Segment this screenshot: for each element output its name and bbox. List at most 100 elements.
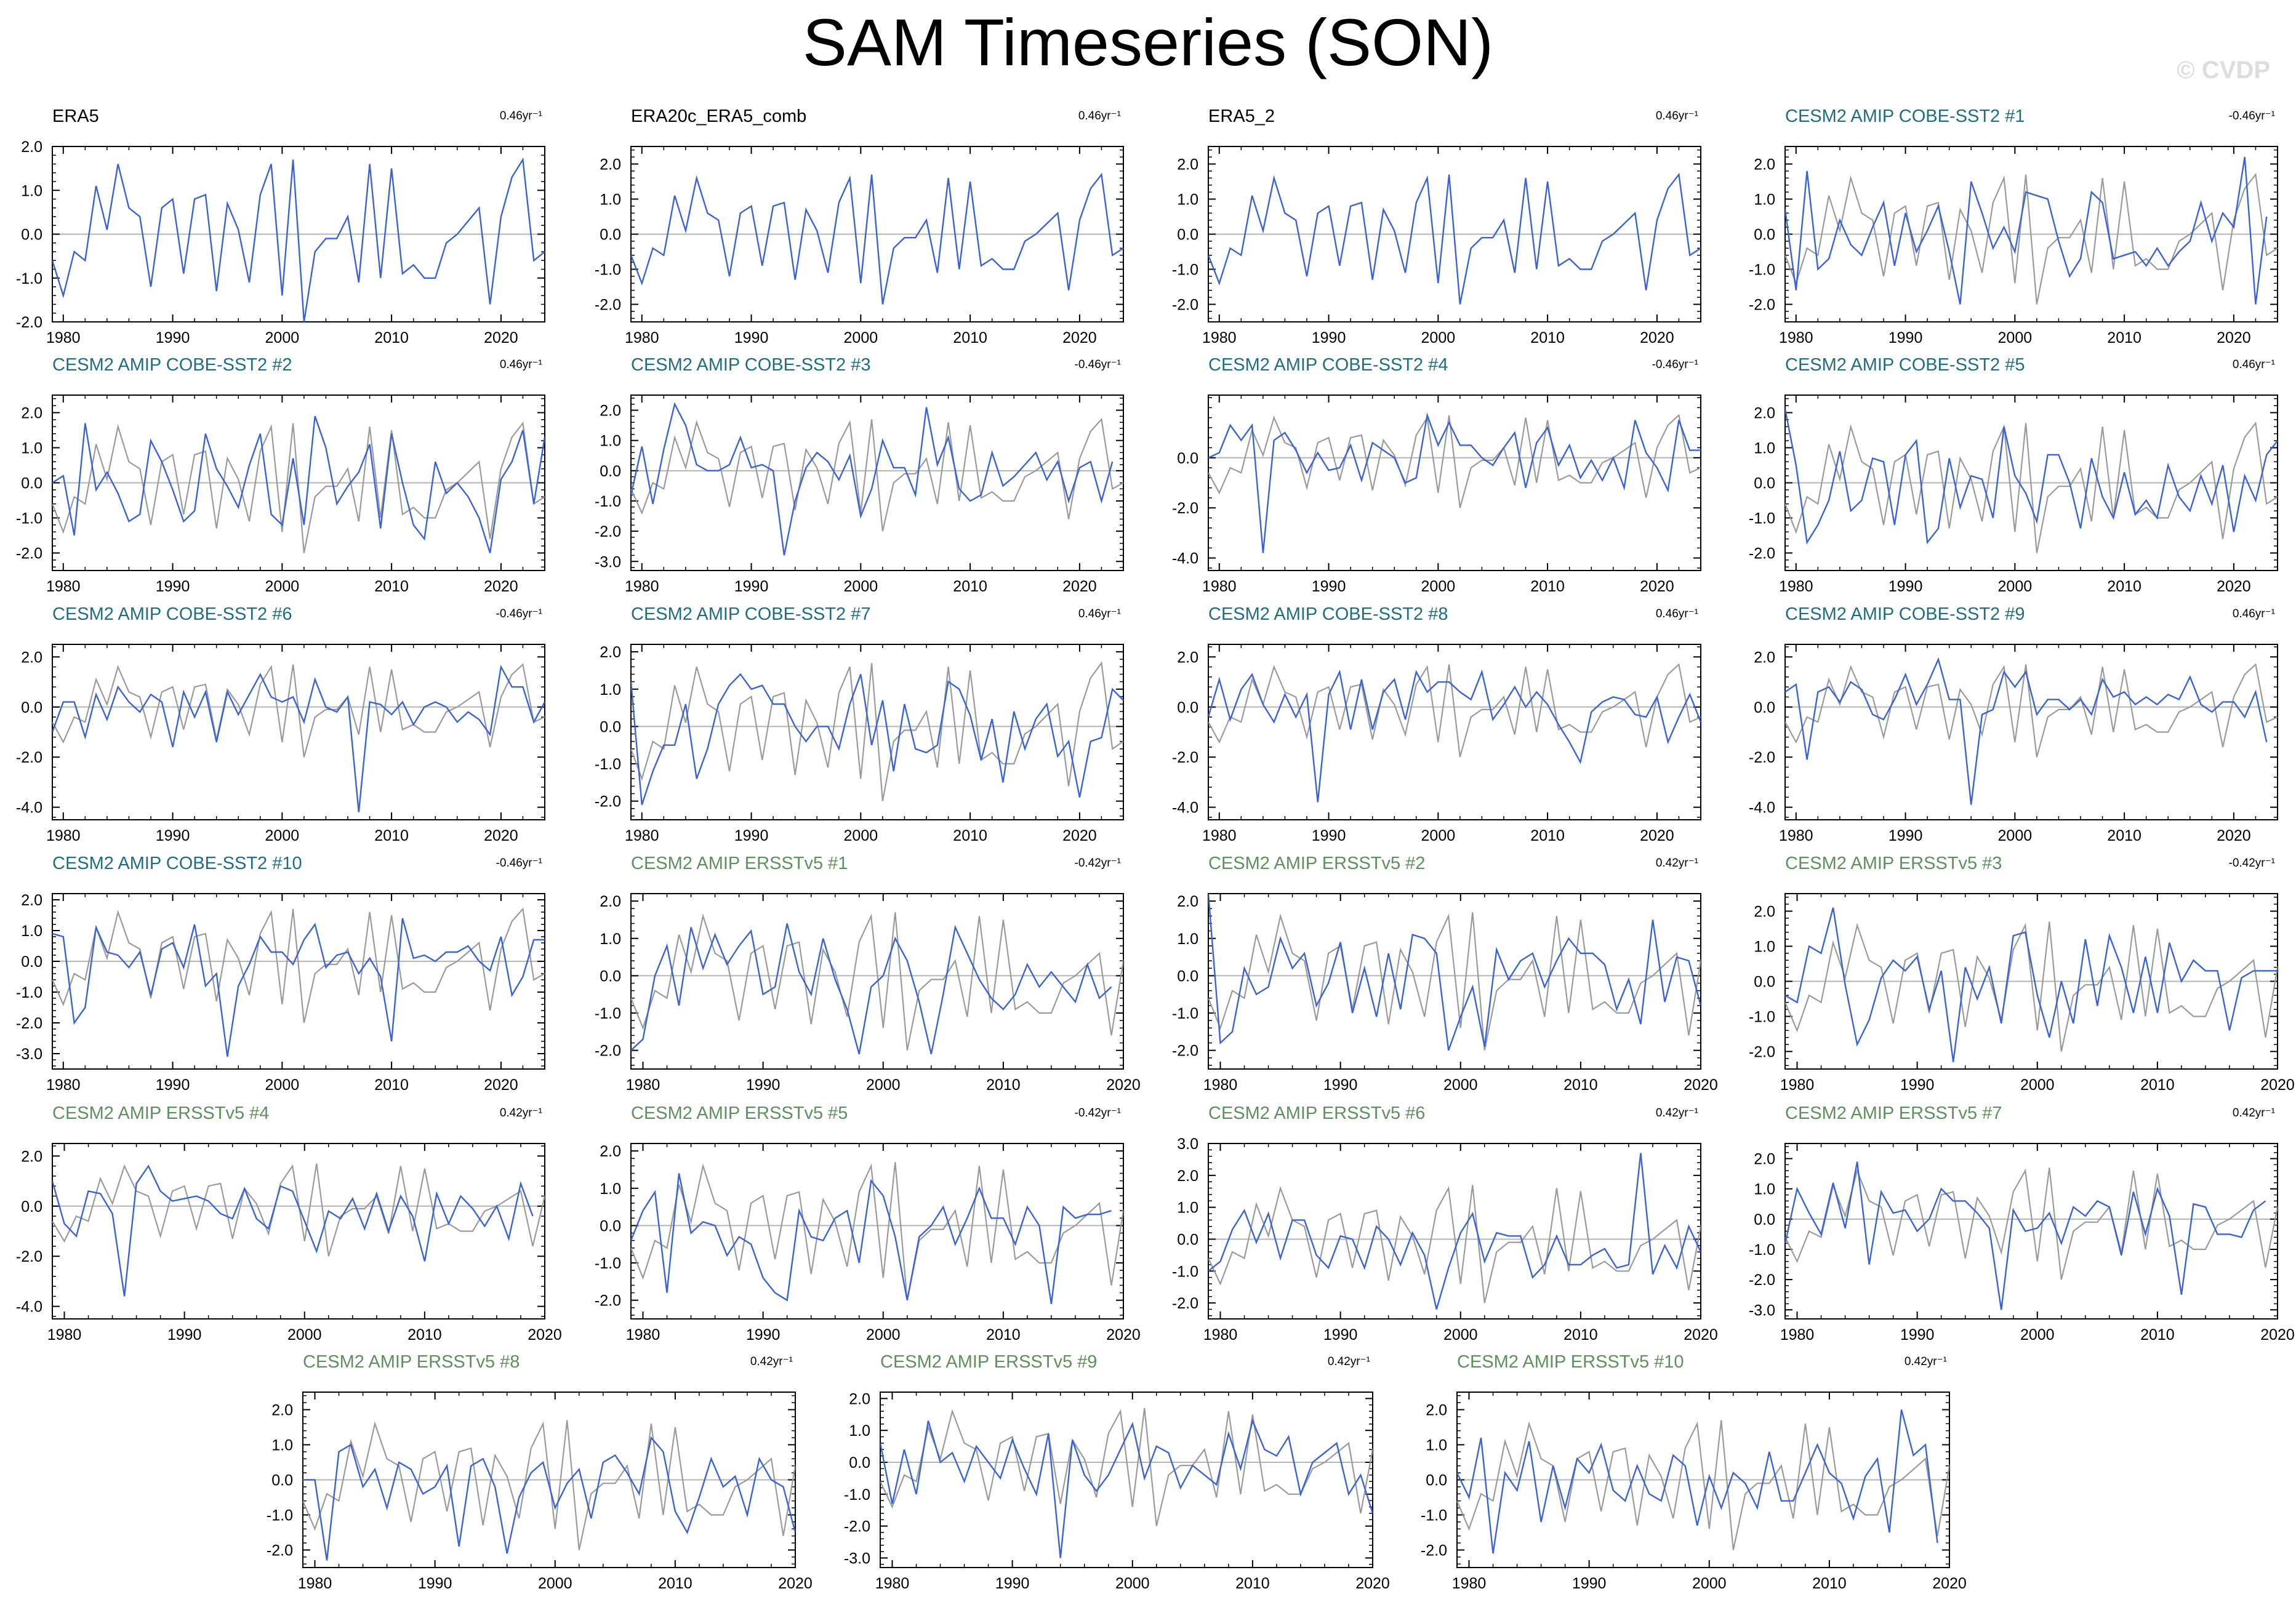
x-tick-label: 1990 xyxy=(734,578,769,595)
x-tick-label: 2020 xyxy=(2260,1326,2295,1344)
trend-label: 0.42yr⁻¹ xyxy=(1656,857,1698,870)
series-line xyxy=(52,664,545,812)
series-line xyxy=(631,923,1112,1055)
series-line xyxy=(1208,1153,1701,1310)
plot-frame xyxy=(52,1143,545,1320)
series-line xyxy=(1785,1161,2266,1310)
panel-title: CESM2 AMIP COBE-SST2 #2 xyxy=(52,355,292,375)
y-tick-label: 2.0 xyxy=(21,1148,42,1165)
y-tick-label: -2.0 xyxy=(595,523,621,540)
panel-title: CESM2 AMIP ERSSTv5 #3 xyxy=(1785,854,2002,873)
series-line xyxy=(303,1436,795,1561)
x-tick-label: 2010 xyxy=(1235,1575,1270,1592)
obs-series-line xyxy=(1785,421,2278,553)
panel-22: -3.0 -2.0 -1.0 0.0 1.0 2.0 1980 1990 2000 2010 202… xyxy=(844,1352,1390,1592)
panel-title: CESM2 AMIP COBE-SST2 #7 xyxy=(631,604,871,624)
trend-label: 0.42yr⁻¹ xyxy=(750,1355,793,1368)
x-tick-label: 2010 xyxy=(2140,1326,2175,1344)
x-tick-label: 2000 xyxy=(866,1076,901,1094)
y-tick-label: -2.0 xyxy=(595,1043,621,1060)
x-tick-label: 2020 xyxy=(1640,329,1674,346)
x-tick-label: 2000 xyxy=(1443,1326,1478,1344)
y-tick-label: 1.0 xyxy=(21,182,42,199)
trend-label: 0.46yr⁻¹ xyxy=(500,358,542,371)
y-tick-label: 0.0 xyxy=(21,226,42,244)
x-tick-label: 1990 xyxy=(734,827,769,844)
x-tick-label: 2010 xyxy=(953,329,987,346)
x-tick-label: 2000 xyxy=(538,1575,572,1592)
trend-label: 0.46yr⁻¹ xyxy=(1078,607,1121,620)
x-tick-label: 1990 xyxy=(1900,1326,1935,1344)
y-tick-label: 1.0 xyxy=(1754,1181,1775,1198)
y-tick-label: 1.0 xyxy=(271,1437,293,1454)
y-tick-label: 0.0 xyxy=(1426,1472,1447,1489)
y-tick-label: -1.0 xyxy=(595,493,621,510)
x-tick-label: 2020 xyxy=(1062,329,1097,346)
y-tick-label: 1.0 xyxy=(1177,1199,1198,1217)
y-tick-label: 0.0 xyxy=(600,226,621,244)
x-tick-label: 1990 xyxy=(1889,578,1923,595)
obs-series-line xyxy=(1208,1185,1701,1304)
panel-title: CESM2 AMIP COBE-SST2 #9 xyxy=(1785,604,2025,624)
obs-series-line xyxy=(631,661,1123,801)
y-tick-label: 1.0 xyxy=(600,191,621,209)
x-tick-label: 2000 xyxy=(1998,827,2033,844)
trend-label: 0.46yr⁻¹ xyxy=(2233,358,2275,371)
trend-label: 0.42yr⁻¹ xyxy=(2233,1107,2275,1119)
x-tick-label: 1990 xyxy=(1900,1076,1935,1094)
panel-title: CESM2 AMIP ERSSTv5 #6 xyxy=(1208,1103,1425,1123)
y-tick-label: -2.0 xyxy=(1172,1043,1198,1060)
x-tick-label: 2010 xyxy=(374,329,409,346)
x-tick-label: 2010 xyxy=(2107,329,2141,346)
y-tick-label: 0.0 xyxy=(1177,226,1198,244)
x-tick-label: 2010 xyxy=(1530,578,1565,595)
obs-series-line xyxy=(1208,663,1701,758)
y-tick-label: -1.0 xyxy=(1172,262,1198,279)
panel-8: -2.0 -1.0 0.0 1.0 2.0 1980 1990 2000 2010 2020 CES… xyxy=(1749,355,2278,595)
plot-frame xyxy=(1208,1143,1701,1320)
trend-label: 0.46yr⁻¹ xyxy=(1656,607,1698,620)
x-tick-label: 1990 xyxy=(1312,578,1346,595)
y-tick-label: -2.0 xyxy=(844,1518,870,1536)
y-tick-label: -1.0 xyxy=(16,984,42,1001)
plot-frame xyxy=(1208,394,1701,571)
x-tick-label: 1990 xyxy=(734,329,769,346)
panel-title: ERA5 xyxy=(52,106,99,126)
panel-18: -2.0 -1.0 0.0 1.0 2.0 1980 1990 2000 2010 2020 CES… xyxy=(595,1103,1141,1344)
series-line xyxy=(1785,156,2268,305)
obs-series-line xyxy=(880,1408,1373,1526)
y-tick-label: -2.0 xyxy=(16,314,42,331)
y-tick-label: 0.0 xyxy=(1754,475,1775,492)
y-tick-label: 1.0 xyxy=(600,433,621,450)
y-tick-label: -2.0 xyxy=(1172,500,1198,517)
y-tick-label: -1.0 xyxy=(595,262,621,279)
trend-label: 0.46yr⁻¹ xyxy=(1078,110,1121,122)
y-tick-label: 2.0 xyxy=(1177,1167,1198,1185)
obs-series-line xyxy=(303,1420,795,1550)
panel-11: -4.0 -2.0 0.0 2.0 1980 1990 2000 2010 2020 CESM2 … xyxy=(1172,604,1701,844)
x-tick-label: 1990 xyxy=(1889,329,1923,346)
panel-2: -2.0 -1.0 0.0 1.0 2.0 1980 1990 2000 2010 2020 ERA… xyxy=(595,106,1124,346)
x-tick-label: 1990 xyxy=(156,1076,190,1094)
y-tick-label: -2.0 xyxy=(1172,1295,1198,1312)
trend-label: -0.46yr⁻¹ xyxy=(496,607,543,620)
y-tick-label: -2.0 xyxy=(1749,749,1775,766)
y-tick-label: 0.0 xyxy=(21,953,42,971)
y-tick-label: -1.0 xyxy=(1749,1241,1775,1259)
x-tick-label: 2000 xyxy=(844,827,878,844)
series-line xyxy=(880,1418,1373,1558)
x-tick-label: 2020 xyxy=(484,578,518,595)
y-tick-label: 0.0 xyxy=(600,967,621,985)
x-tick-label: 2010 xyxy=(2140,1076,2175,1094)
x-tick-label: 2020 xyxy=(2260,1076,2295,1094)
plot-frame xyxy=(630,893,1124,1070)
x-tick-label: 2020 xyxy=(528,1326,562,1344)
y-tick-label: -4.0 xyxy=(16,1299,42,1316)
x-tick-label: 2000 xyxy=(844,329,878,346)
obs-series-line xyxy=(1208,414,1701,508)
plot-frame xyxy=(1784,1143,2278,1320)
panel-title: CESM2 AMIP ERSSTv5 #8 xyxy=(303,1352,520,1372)
x-tick-label: 2000 xyxy=(265,329,300,346)
panel-4: -2.0 -1.0 0.0 1.0 2.0 1980 1990 2000 2010 2020 CES… xyxy=(1749,106,2278,346)
x-tick-label: 1990 xyxy=(1312,827,1346,844)
